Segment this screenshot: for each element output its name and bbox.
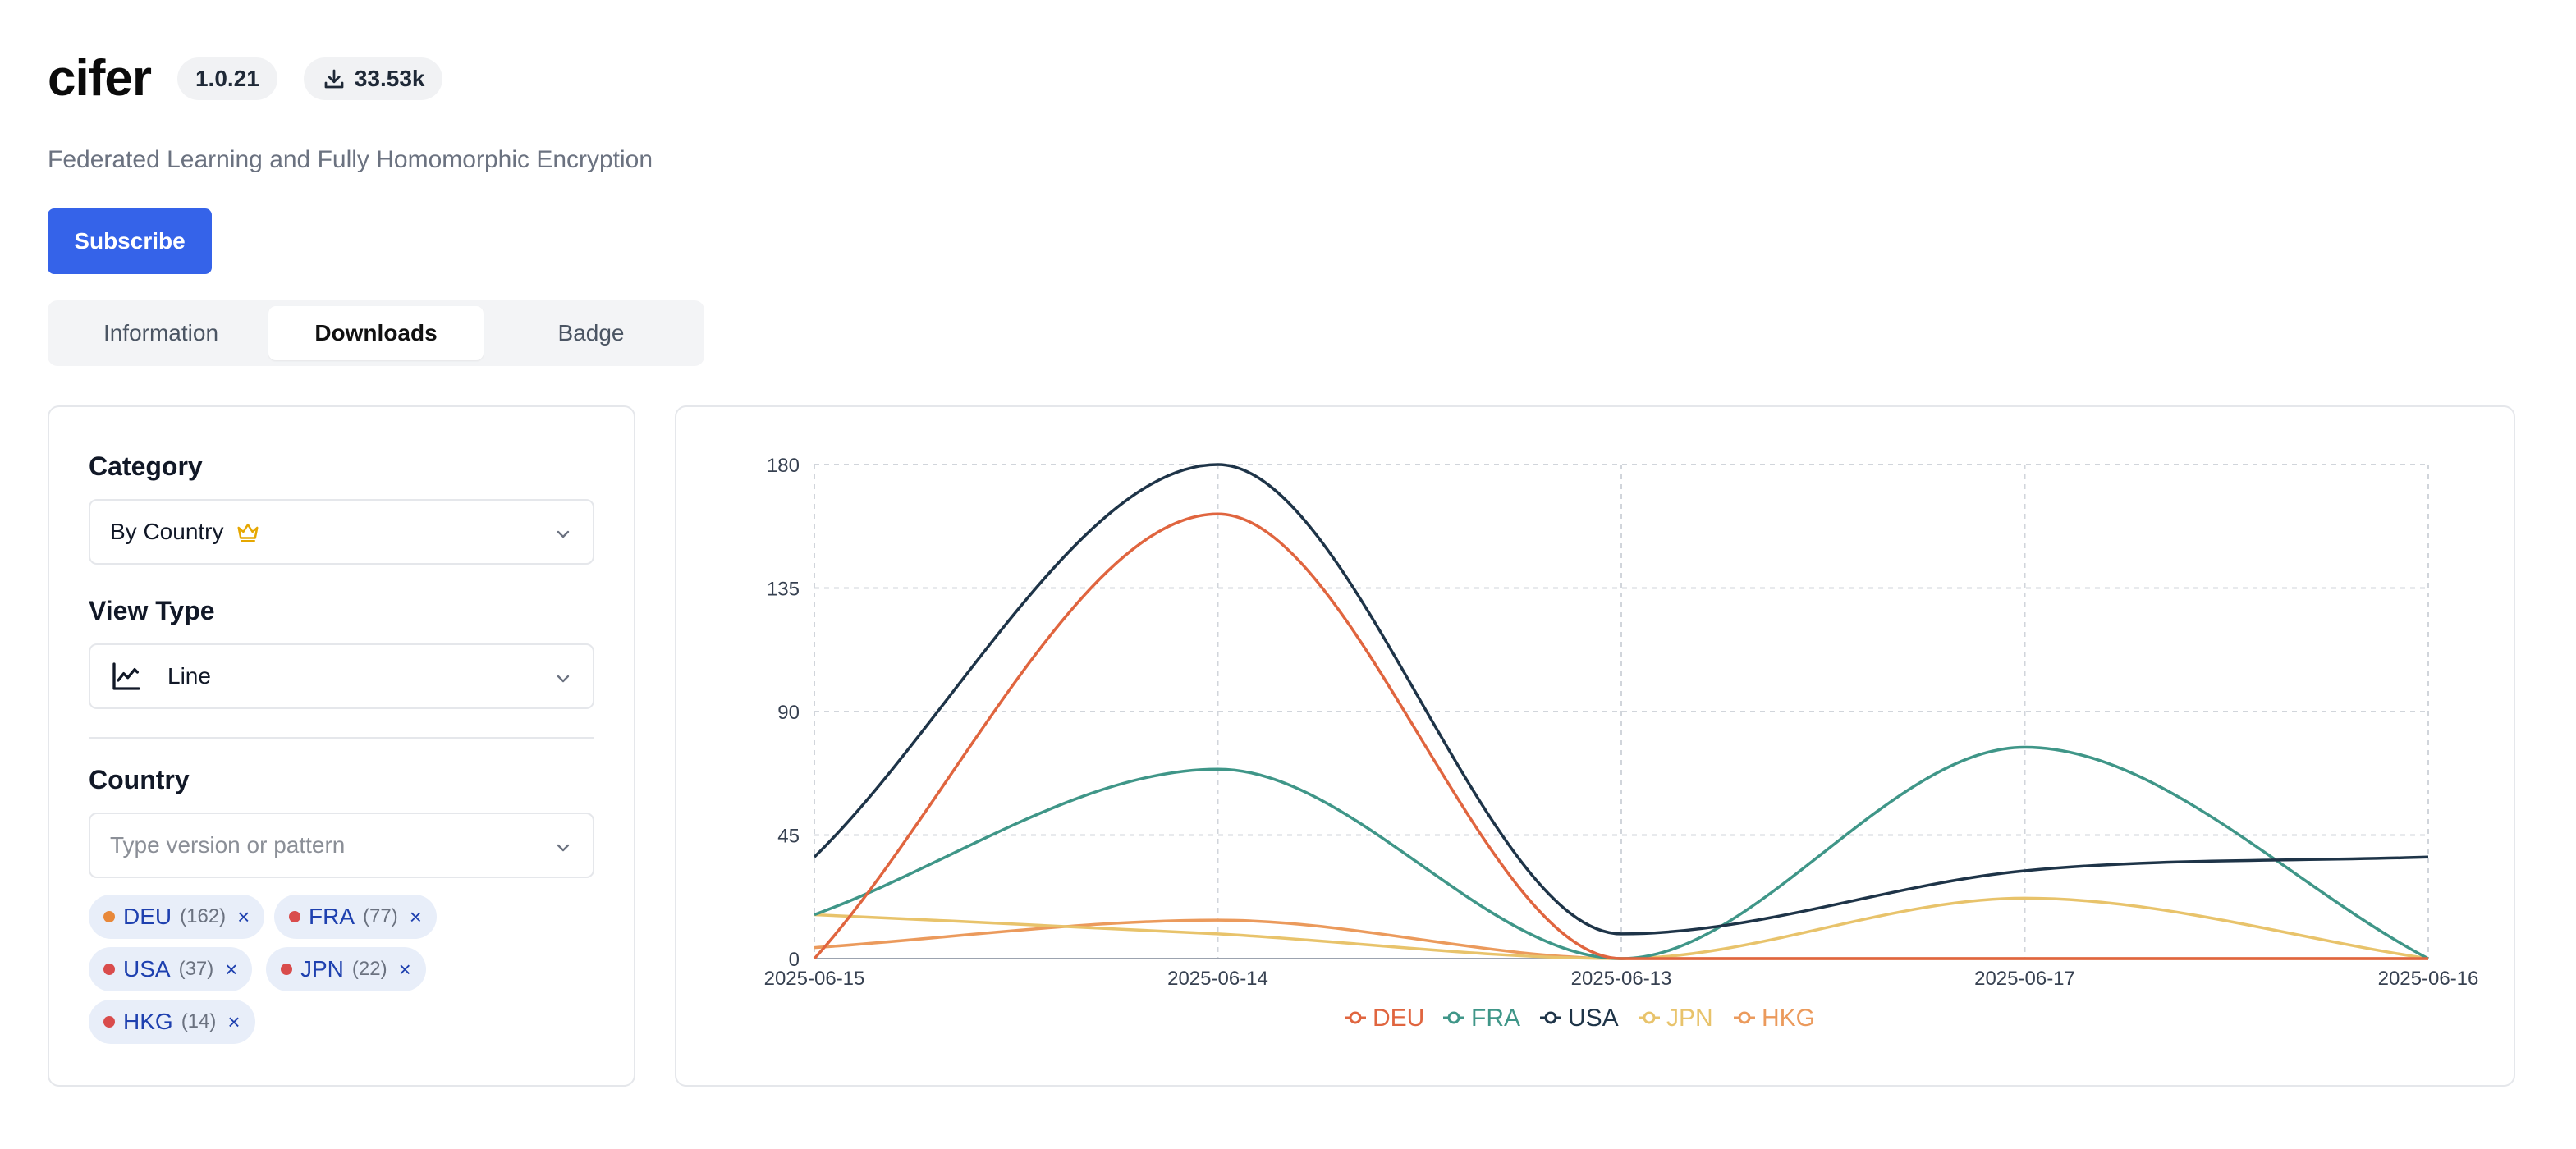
chip-dot (103, 1016, 115, 1028)
y-tick-label: 45 (777, 826, 800, 848)
chip-code: FRA (309, 904, 355, 929)
remove-icon[interactable]: × (237, 904, 250, 929)
chip-code: USA (123, 956, 171, 982)
x-tick-label: 2025-06-16 (2378, 968, 2479, 990)
chip-code: JPN (300, 956, 344, 982)
chevron-down-icon (553, 524, 573, 543)
legend-label: DEU (1373, 1005, 1424, 1032)
filter-panel: Category By Country View Type Line Count… (48, 405, 635, 1087)
y-tick-label: 135 (767, 579, 800, 601)
package-name: cifer (48, 50, 152, 107)
version-badge: 1.0.21 (176, 57, 277, 100)
package-header: cifer 1.0.21 33.53k (48, 49, 443, 108)
chip-dot (289, 911, 300, 922)
legend-label: USA (1568, 1005, 1619, 1032)
version-text: 1.0.21 (195, 65, 259, 91)
chip-count: (37) (178, 958, 214, 980)
category-label: Category (89, 451, 203, 481)
line-chart-icon (110, 660, 143, 693)
category-select[interactable]: By Country (89, 499, 594, 565)
tab-downloads[interactable]: Downloads (268, 306, 484, 360)
remove-icon[interactable]: × (409, 904, 422, 929)
country-chip-deu: DEU (162) × (89, 895, 265, 939)
y-tick-label: 180 (767, 455, 800, 477)
chip-code: HKG (123, 1009, 173, 1034)
downloads-line-chart: 0 45 90 135 180 2025-06-15 2025-06-14 2025-06-1… (764, 455, 2479, 1032)
legend-label: JPN (1666, 1005, 1713, 1032)
subscribe-button[interactable]: Subscribe (48, 208, 212, 274)
x-tick-label: 2025-06-13 (1571, 968, 1672, 990)
chip-count: (14) (181, 1010, 217, 1032)
x-tick-label: 2025-06-15 (764, 968, 865, 990)
downloads-chart-card: 0 45 90 135 180 2025-06-15 2025-06-14 2025-06-1… (675, 405, 2515, 1087)
legend-marker-dot (1738, 1011, 1751, 1024)
chip-dot (103, 964, 115, 975)
legend-label: HKG (1762, 1005, 1815, 1032)
downloads-badge: 33.53k (303, 57, 443, 100)
tab-bar: Information Downloads Badge (48, 300, 704, 366)
y-tick-label: 0 (789, 949, 800, 971)
chip-count: (22) (351, 958, 387, 980)
downloads-count: 33.53k (354, 65, 425, 91)
tab-information[interactable]: Information (103, 320, 219, 346)
series-line-deu (813, 512, 2428, 960)
y-tick-label: 90 (777, 702, 800, 724)
download-icon (322, 66, 346, 91)
chip-dot (103, 911, 115, 922)
legend-marker-dot (1349, 1011, 1362, 1024)
country-placeholder: Type version or pattern (110, 832, 346, 858)
crown-icon (236, 520, 260, 544)
chip-dot (281, 964, 292, 975)
country-chip-usa: USA (37) × (89, 947, 253, 991)
chip-code: DEU (123, 904, 172, 929)
country-chip-jpn: JPN (22) × (266, 947, 426, 991)
x-tick-label: 2025-06-17 (1974, 968, 2075, 990)
legend-marker-dot (1447, 1011, 1460, 1024)
package-description: Federated Learning and Fully Homomorphic… (48, 146, 653, 173)
chevron-down-icon (553, 668, 573, 688)
legend-label: FRA (1471, 1005, 1520, 1032)
legend-marker-dot (1643, 1011, 1656, 1024)
view-type-value: Line (167, 663, 211, 689)
country-chip-hkg: HKG (14) × (89, 1000, 255, 1044)
category-value: By Country (110, 519, 224, 544)
divider (89, 737, 594, 739)
country-chip-fra: FRA (77) × (274, 895, 437, 939)
legend-marker-dot (1544, 1011, 1557, 1024)
remove-icon[interactable]: × (225, 956, 238, 982)
series-line-usa (813, 463, 2429, 936)
country-label: Country (89, 765, 190, 794)
view-type-select[interactable]: Line (89, 643, 594, 709)
remove-icon[interactable]: × (227, 1009, 241, 1034)
tab-badge[interactable]: Badge (557, 320, 625, 346)
remove-icon[interactable]: × (398, 956, 411, 982)
chevron-down-icon (553, 837, 573, 857)
chip-count: (162) (180, 905, 227, 927)
x-tick-label: 2025-06-14 (1167, 968, 1268, 990)
chip-count: (77) (363, 905, 398, 927)
country-input[interactable]: Type version or pattern (89, 813, 594, 878)
view-type-label: View Type (89, 596, 215, 625)
